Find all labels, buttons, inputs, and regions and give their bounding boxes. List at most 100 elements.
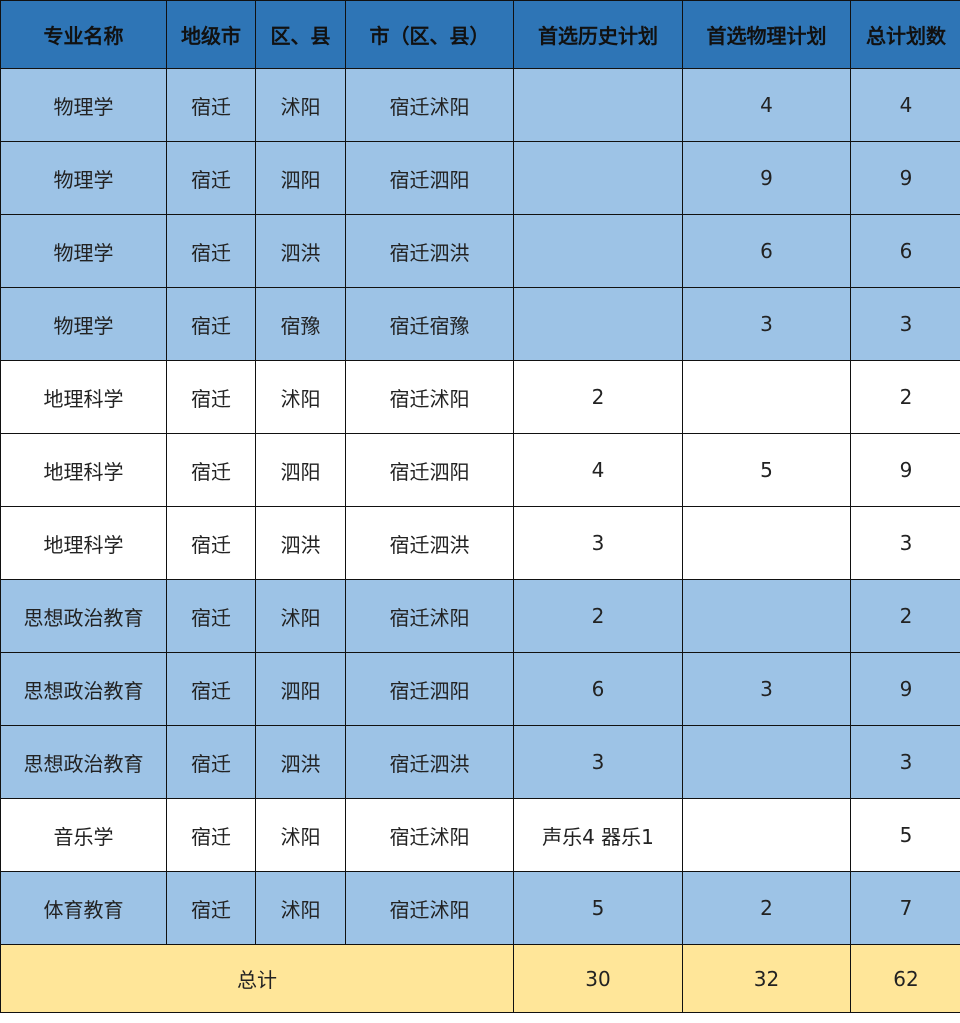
table-row: 思想政治教育 宿迁 泗洪 宿迁泗洪 3 3 (0, 725, 960, 799)
cell-county: 泗洪 (255, 214, 346, 288)
table-row: 地理科学 宿迁 沭阳 宿迁沭阳 2 2 (0, 360, 960, 434)
cell-total-plan: 3 (850, 506, 960, 580)
cell-total-plan: 3 (850, 725, 960, 799)
cell-city-county: 宿迁泗洪 (345, 506, 514, 580)
cell-physics-plan: 9 (682, 141, 851, 215)
cell-major: 物理学 (0, 68, 167, 142)
cell-history-plan (513, 68, 683, 142)
cell-county: 泗洪 (255, 506, 346, 580)
header-city: 地级市 (166, 0, 256, 69)
cell-county: 泗洪 (255, 725, 346, 799)
cell-city-county: 宿迁沭阳 (345, 871, 514, 945)
cell-major: 物理学 (0, 287, 167, 361)
cell-physics-plan (682, 360, 851, 434)
cell-physics-plan: 6 (682, 214, 851, 288)
header-physics-plan: 首选物理计划 (682, 0, 851, 69)
cell-physics-plan: 3 (682, 652, 851, 726)
cell-physics-plan (682, 506, 851, 580)
cell-city: 宿迁 (166, 725, 256, 799)
cell-city-county: 宿迁沭阳 (345, 579, 514, 653)
cell-city: 宿迁 (166, 287, 256, 361)
cell-history-plan: 5 (513, 871, 683, 945)
cell-major: 地理科学 (0, 506, 167, 580)
cell-history-plan: 声乐4 器乐1 (513, 798, 683, 872)
cell-physics-plan (682, 798, 851, 872)
table-row: 物理学 宿迁 沭阳 宿迁沭阳 4 4 (0, 68, 960, 142)
table-row: 音乐学 宿迁 沭阳 宿迁沭阳 声乐4 器乐1 5 (0, 798, 960, 872)
header-major: 专业名称 (0, 0, 167, 69)
cell-total-plan: 9 (850, 652, 960, 726)
cell-county: 沭阳 (255, 68, 346, 142)
cell-major: 地理科学 (0, 360, 167, 434)
cell-city: 宿迁 (166, 652, 256, 726)
table-row: 思想政治教育 宿迁 泗阳 宿迁泗阳 6 3 9 (0, 652, 960, 726)
header-county: 区、县 (255, 0, 346, 69)
cell-history-plan: 3 (513, 506, 683, 580)
cell-city-county: 宿迁宿豫 (345, 287, 514, 361)
cell-history-plan (513, 214, 683, 288)
cell-total-plan: 5 (850, 798, 960, 872)
header-history-plan: 首选历史计划 (513, 0, 683, 69)
cell-city-county: 宿迁沭阳 (345, 68, 514, 142)
cell-city-county: 宿迁泗阳 (345, 433, 514, 507)
cell-physics-plan (682, 579, 851, 653)
cell-county: 沭阳 (255, 360, 346, 434)
cell-total-plan: 6 (850, 214, 960, 288)
cell-city-county: 宿迁沭阳 (345, 798, 514, 872)
cell-total-plan: 9 (850, 141, 960, 215)
cell-physics-plan: 2 (682, 871, 851, 945)
summary-row: 总计 30 32 62 (0, 944, 960, 1013)
cell-total-plan: 7 (850, 871, 960, 945)
cell-total-plan: 2 (850, 360, 960, 434)
cell-county: 沭阳 (255, 798, 346, 872)
summary-physics: 32 (682, 944, 851, 1013)
cell-city-county: 宿迁沭阳 (345, 360, 514, 434)
table-row: 地理科学 宿迁 泗阳 宿迁泗阳 4 5 9 (0, 433, 960, 507)
cell-major: 物理学 (0, 214, 167, 288)
cell-county: 泗阳 (255, 141, 346, 215)
cell-city: 宿迁 (166, 798, 256, 872)
cell-county: 沭阳 (255, 871, 346, 945)
cell-county: 泗阳 (255, 652, 346, 726)
cell-history-plan: 3 (513, 725, 683, 799)
cell-total-plan: 9 (850, 433, 960, 507)
cell-total-plan: 4 (850, 68, 960, 142)
cell-history-plan: 2 (513, 360, 683, 434)
table-row: 物理学 宿迁 宿豫 宿迁宿豫 3 3 (0, 287, 960, 361)
cell-major: 体育教育 (0, 871, 167, 945)
header-city-county: 市（区、县） (345, 0, 514, 69)
table-row: 体育教育 宿迁 沭阳 宿迁沭阳 5 2 7 (0, 871, 960, 945)
cell-city-county: 宿迁泗阳 (345, 652, 514, 726)
cell-total-plan: 2 (850, 579, 960, 653)
cell-county: 沭阳 (255, 579, 346, 653)
header-total-plan: 总计划数 (850, 0, 960, 69)
cell-city-county: 宿迁泗阳 (345, 141, 514, 215)
cell-county: 宿豫 (255, 287, 346, 361)
cell-major: 思想政治教育 (0, 725, 167, 799)
cell-history-plan (513, 287, 683, 361)
cell-physics-plan: 4 (682, 68, 851, 142)
summary-label: 总计 (0, 944, 514, 1013)
header-row: 专业名称 地级市 区、县 市（区、县） 首选历史计划 首选物理计划 总计划数 (0, 0, 960, 69)
cell-major: 音乐学 (0, 798, 167, 872)
cell-city-county: 宿迁泗洪 (345, 214, 514, 288)
cell-history-plan: 4 (513, 433, 683, 507)
cell-total-plan: 3 (850, 287, 960, 361)
table-row: 物理学 宿迁 泗洪 宿迁泗洪 6 6 (0, 214, 960, 288)
cell-city: 宿迁 (166, 141, 256, 215)
summary-total: 62 (850, 944, 960, 1013)
cell-city: 宿迁 (166, 433, 256, 507)
cell-city: 宿迁 (166, 579, 256, 653)
cell-major: 思想政治教育 (0, 579, 167, 653)
cell-county: 泗阳 (255, 433, 346, 507)
cell-major: 物理学 (0, 141, 167, 215)
cell-history-plan: 6 (513, 652, 683, 726)
cell-physics-plan (682, 725, 851, 799)
cell-city: 宿迁 (166, 360, 256, 434)
cell-physics-plan: 5 (682, 433, 851, 507)
table-row: 思想政治教育 宿迁 沭阳 宿迁沭阳 2 2 (0, 579, 960, 653)
table-row: 地理科学 宿迁 泗洪 宿迁泗洪 3 3 (0, 506, 960, 580)
cell-major: 地理科学 (0, 433, 167, 507)
cell-city: 宿迁 (166, 68, 256, 142)
